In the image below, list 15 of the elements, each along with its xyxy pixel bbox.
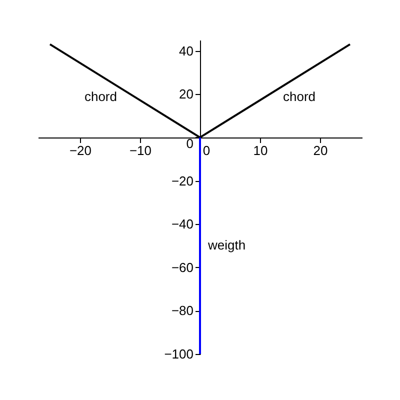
y-tick-label: −100 [164, 346, 194, 362]
y-tick-label: 40 [179, 43, 194, 58]
y-tick-label: −60 [171, 260, 194, 275]
x-tick-label: −10 [129, 142, 152, 158]
x-tick-label: −20 [69, 142, 92, 158]
y-tick-label: −20 [171, 173, 194, 188]
annotation: chord [283, 88, 316, 104]
y-tick-label: −40 [171, 216, 194, 232]
x-tick-label: 0 [202, 142, 210, 158]
annotation: chord [84, 88, 117, 104]
x-tick-label: 20 [313, 142, 328, 158]
annotation: weigth [207, 238, 246, 253]
y-tick-label: 20 [179, 86, 194, 102]
y-tick-label: −80 [171, 303, 194, 318]
x-tick-label: 10 [253, 142, 268, 158]
